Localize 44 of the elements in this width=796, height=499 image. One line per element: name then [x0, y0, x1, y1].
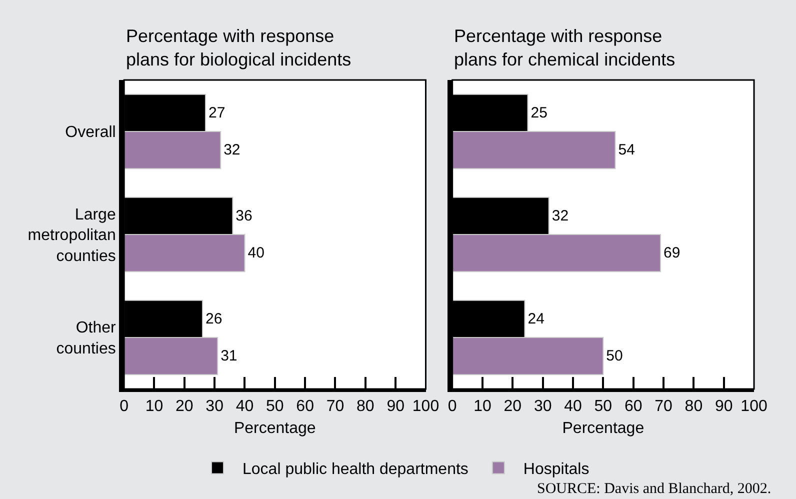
- x-tick-label: 40: [236, 398, 254, 416]
- y-tick-label: Large metropolitan counties: [28, 206, 116, 265]
- x-tick-label: 40: [564, 398, 582, 416]
- data-label: 32: [552, 207, 569, 224]
- data-label: 27: [208, 104, 226, 122]
- x-tick-label: 10: [145, 398, 164, 416]
- data-label: 25: [530, 104, 548, 122]
- data-label: 24: [528, 310, 544, 328]
- x-tick-label: 50: [594, 398, 612, 416]
- x-tick-label: 60: [624, 398, 642, 416]
- data-label: 54: [618, 142, 635, 159]
- x-tick-label: 80: [684, 398, 703, 416]
- source-note: SOURCE: Davis and Blanchard, 2002.: [537, 481, 772, 497]
- legend-label: Local public health departments: [242, 460, 468, 478]
- x-tick-label: 100: [740, 398, 768, 416]
- data-label: 31: [220, 348, 238, 365]
- x-tick-label: 90: [714, 398, 733, 416]
- x-tick-label: 80: [356, 398, 374, 416]
- data-label: 50: [606, 348, 623, 365]
- chart-title: Percentage with response plans for chemical incidents: [454, 26, 676, 70]
- x-tick-label: 50: [266, 398, 284, 416]
- data-label: 32: [224, 142, 240, 159]
- x-tick-label: 90: [386, 398, 405, 416]
- y-tick-label: Overall: [65, 124, 116, 142]
- chart-title: Percentage with response plans for biological incidents: [126, 26, 352, 70]
- data-label: 36: [236, 207, 252, 224]
- x-tick-label: 30: [206, 398, 224, 416]
- x-tick-label: 30: [534, 398, 552, 416]
- data-label: 40: [248, 244, 264, 262]
- x-axis-title: Percentage: [234, 420, 316, 437]
- x-tick-label: 70: [654, 398, 673, 416]
- x-tick-label: 20: [175, 398, 194, 416]
- y-tick-label: Other counties: [56, 320, 117, 358]
- x-tick-label: 20: [504, 398, 522, 416]
- x-axis-title: Percentage: [562, 420, 644, 437]
- x-tick-label: 70: [326, 398, 344, 416]
- x-tick-label: 0: [120, 398, 129, 416]
- data-label: 26: [205, 310, 222, 328]
- legend-label: Hospitals: [523, 460, 590, 478]
- data-label: 69: [663, 244, 680, 262]
- x-tick-label: 0: [448, 398, 457, 416]
- x-tick-label: 10: [474, 398, 492, 416]
- x-tick-label: 100: [412, 398, 440, 416]
- x-tick-label: 60: [296, 398, 314, 416]
